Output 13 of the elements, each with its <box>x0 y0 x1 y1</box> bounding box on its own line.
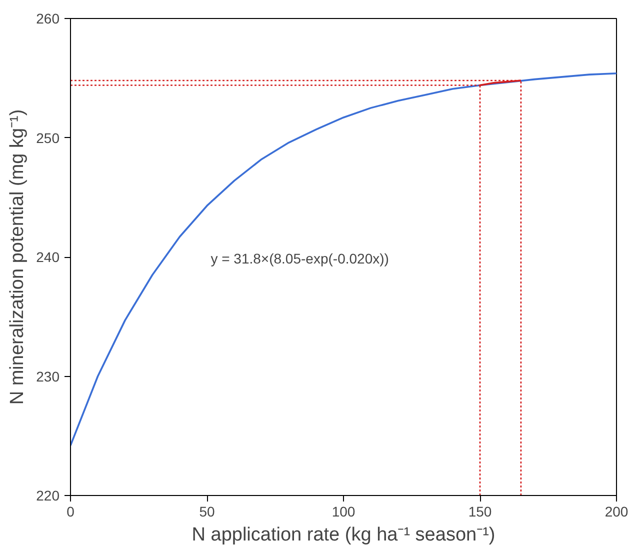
y-axis-title: N mineralization potential (mg kg⁻¹) <box>7 109 28 405</box>
x-tick-label: 50 <box>199 504 215 520</box>
y-tick-label: 250 <box>36 130 60 146</box>
y-tick-label: 230 <box>36 368 60 384</box>
x-tick-label: 0 <box>66 504 75 520</box>
y-tick-label: 240 <box>36 249 60 265</box>
annotation: y = 31.8×(8.05-exp(-0.020x)) <box>210 250 389 267</box>
y-tick-label: 220 <box>36 488 60 504</box>
x-tick-label: 200 <box>604 504 628 520</box>
x-axis-title: N application rate (kg ha⁻¹ season⁻¹) <box>192 524 496 546</box>
y-tick-label: 260 <box>36 10 60 26</box>
x-tick-label: 100 <box>332 504 356 520</box>
x-tick-label: 150 <box>468 504 492 520</box>
